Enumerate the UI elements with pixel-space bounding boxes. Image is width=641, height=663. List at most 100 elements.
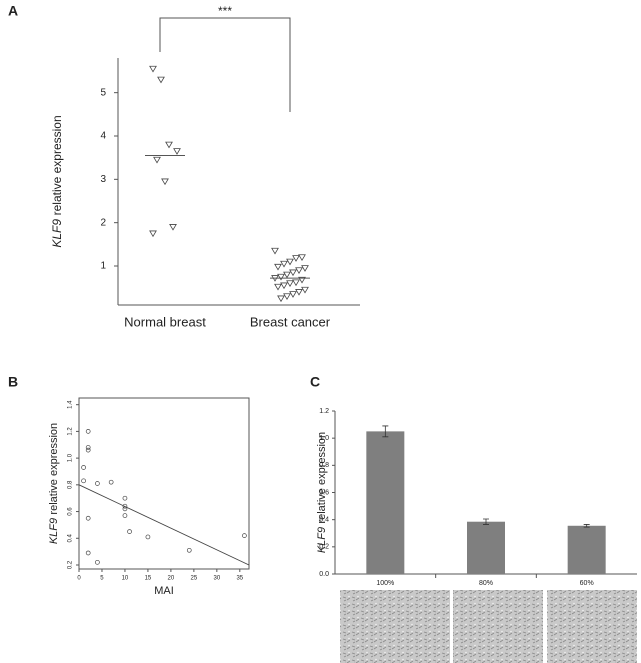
data-point [127, 529, 132, 534]
data-point [122, 495, 128, 501]
data-point [81, 465, 86, 470]
y-tick-label: 0.2 [319, 544, 329, 551]
y-tick-label: 4 [100, 131, 106, 142]
data-point [274, 283, 282, 291]
data-point [149, 230, 157, 238]
data-point [149, 65, 157, 73]
y-axis-label-text: relative expression [316, 432, 328, 524]
x-tick-label: 25 [191, 576, 198, 582]
data-point [301, 286, 309, 294]
x-tick-label: 5 [100, 576, 104, 582]
data-point [298, 254, 306, 262]
y-axis-label-gene: KLF9 [50, 219, 64, 248]
bar [366, 431, 405, 574]
y-tick-label: 0.6 [68, 507, 74, 516]
y-axis-label-gene: KLF9 [48, 518, 60, 544]
x-tick-label: 10 [122, 576, 129, 582]
data-point [108, 479, 114, 485]
data-point [85, 550, 91, 556]
bar [567, 525, 606, 574]
y-tick-label: 0.4 [68, 533, 74, 542]
data-point [85, 429, 91, 434]
y-tick-label: 1.0 [68, 453, 74, 462]
y-tick-label: 1.2 [319, 408, 329, 415]
x-tick-label: 100% [376, 580, 394, 587]
data-point [277, 295, 285, 303]
data-point [280, 260, 288, 268]
x-tick-label: 15 [145, 576, 152, 582]
x-tick-label: 80% [479, 580, 493, 587]
panel-label: B [8, 374, 18, 390]
panel-label: C [310, 374, 320, 390]
error-bar [483, 518, 489, 525]
y-tick-label: 1 [100, 261, 106, 272]
data-point [292, 279, 300, 287]
data-point [242, 533, 247, 538]
micrograph [547, 590, 637, 663]
data-point [161, 178, 169, 186]
y-tick-label: 0.4 [319, 517, 329, 524]
error-bar [382, 425, 389, 438]
data-point [122, 513, 128, 518]
y-tick-label: 0.6 [319, 489, 329, 496]
x-tick-label: 20 [168, 576, 175, 582]
y-tick-label: 1.4 [68, 400, 74, 409]
data-point [85, 515, 91, 521]
panel-label: A [8, 3, 18, 19]
x-tick-label: 35 [236, 576, 243, 582]
x-axis-label: MAI [154, 585, 174, 597]
data-point [165, 141, 173, 149]
y-tick-label: 3 [100, 174, 106, 185]
data-point [85, 447, 91, 453]
micrograph [453, 590, 543, 663]
y-tick-label: 2 [100, 217, 106, 228]
data-point [283, 293, 291, 301]
y-tick-label: 0.0 [319, 571, 329, 578]
data-point [186, 547, 192, 553]
plot-frame [78, 397, 250, 570]
data-point [274, 263, 282, 271]
y-tick-label: 0.8 [68, 480, 74, 489]
data-point [95, 559, 100, 565]
y-tick-label: 1.2 [68, 427, 74, 436]
data-point [85, 445, 91, 450]
micrograph [340, 590, 450, 663]
data-point [283, 271, 291, 279]
bracket [159, 17, 291, 112]
data-point [292, 255, 300, 262]
y-tick-label: 1.0 [319, 435, 329, 442]
y-axis-label-text: relative expression [48, 423, 60, 515]
x-tick-label: 60% [580, 580, 594, 587]
data-point [277, 273, 285, 281]
data-point [271, 247, 279, 255]
data-point [298, 276, 306, 284]
bar [467, 521, 505, 574]
y-axis-label-gene: KLF9 [316, 527, 328, 553]
data-point [289, 291, 297, 298]
x-tick-label: 0 [77, 576, 81, 582]
x-tick-label: Normal breast [124, 314, 206, 329]
data-point [157, 76, 165, 84]
data-point [295, 267, 303, 275]
data-point [122, 503, 128, 509]
significance: *** [218, 4, 232, 18]
data-point [286, 280, 294, 288]
data-point [81, 478, 86, 484]
y-tick-label: 5 [100, 87, 106, 98]
data-point [95, 481, 100, 486]
x-tick-label: 30 [213, 576, 220, 582]
y-axis-label: KLF9 relative expression [50, 115, 64, 247]
data-point [173, 148, 181, 155]
data-point [295, 289, 303, 296]
y-tick-label: 0.8 [319, 462, 329, 469]
y-axis-label: KLF9 relative expression [316, 432, 328, 553]
data-point [280, 282, 288, 290]
y-axis-label-text: relative expression [50, 115, 64, 215]
data-point [145, 534, 151, 540]
data-point [153, 156, 161, 164]
data-point [286, 258, 294, 266]
data-point [301, 265, 309, 272]
y-axis-label: KLF9 relative expression [48, 423, 60, 544]
x-tick-label: Breast cancer [250, 314, 331, 329]
